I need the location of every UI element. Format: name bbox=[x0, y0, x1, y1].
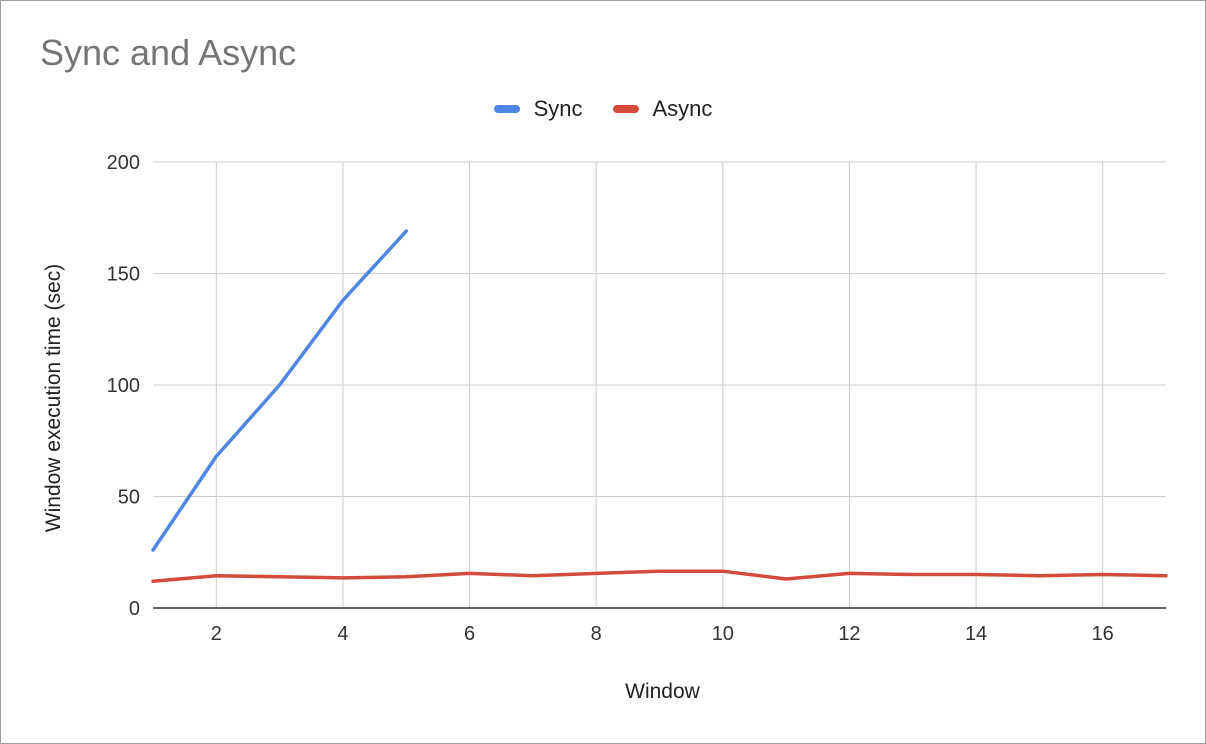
y-tick-label-0: 0 bbox=[129, 598, 140, 620]
data-point-async-3 bbox=[278, 575, 282, 579]
x-tick-label-2: 2 bbox=[211, 623, 222, 645]
data-point-async-7 bbox=[531, 574, 535, 578]
legend-swatch-sync bbox=[493, 105, 520, 113]
data-point-sync-4 bbox=[341, 298, 345, 302]
y-tick-label-100: 100 bbox=[107, 375, 140, 397]
x-axis-title: Window bbox=[625, 680, 701, 703]
data-point-async-1 bbox=[151, 579, 155, 583]
legend-swatch-async bbox=[612, 105, 639, 113]
series-layer bbox=[151, 229, 1168, 583]
legend-item-sync[interactable]: Sync bbox=[493, 96, 583, 122]
x-tick-label-8: 8 bbox=[591, 623, 602, 645]
data-point-sync-3 bbox=[278, 383, 282, 387]
data-point-async-11 bbox=[784, 577, 788, 581]
series-line-sync bbox=[151, 229, 409, 552]
chart-legend: Sync Async bbox=[0, 96, 1206, 122]
x-tick-label-6: 6 bbox=[464, 623, 475, 645]
data-point-async-17 bbox=[1164, 574, 1168, 578]
y-axis-title: Window execution time (sec) bbox=[42, 264, 65, 532]
legend-item-async[interactable]: Async bbox=[612, 96, 713, 122]
data-point-async-6 bbox=[468, 571, 472, 575]
data-point-async-9 bbox=[658, 569, 662, 573]
data-point-async-12 bbox=[847, 571, 851, 575]
chart-title: Sync and Async bbox=[40, 32, 297, 73]
data-point-sync-1 bbox=[151, 548, 155, 552]
x-tick-label-10: 10 bbox=[712, 623, 734, 645]
legend-label-sync: Sync bbox=[533, 96, 583, 121]
x-tick-label-4: 4 bbox=[337, 623, 348, 645]
x-tick-label-12: 12 bbox=[838, 623, 860, 645]
data-point-async-13 bbox=[911, 573, 915, 577]
data-point-async-14 bbox=[974, 573, 978, 577]
data-point-async-4 bbox=[341, 576, 345, 580]
series-line-async bbox=[151, 569, 1168, 583]
x-tick-label-16: 16 bbox=[1092, 623, 1114, 645]
y-tick-label-50: 50 bbox=[118, 487, 140, 509]
data-point-async-10 bbox=[721, 569, 725, 573]
data-point-async-5 bbox=[404, 575, 408, 579]
y-tick-label-150: 150 bbox=[107, 264, 140, 286]
data-point-sync-5 bbox=[404, 229, 408, 233]
x-tick-label-14: 14 bbox=[965, 623, 987, 645]
data-point-async-16 bbox=[1101, 573, 1105, 577]
grid-layer bbox=[153, 161, 1166, 608]
data-point-sync-2 bbox=[214, 454, 218, 458]
data-point-async-15 bbox=[1037, 574, 1041, 578]
data-point-async-8 bbox=[594, 571, 598, 575]
data-point-async-2 bbox=[214, 574, 218, 578]
label-layer: 0 50 100 150 200 2 4 6 8 10 12 14 16 bbox=[107, 152, 1114, 645]
legend-label-async: Async bbox=[652, 96, 713, 121]
y-tick-label-200: 200 bbox=[107, 152, 140, 174]
